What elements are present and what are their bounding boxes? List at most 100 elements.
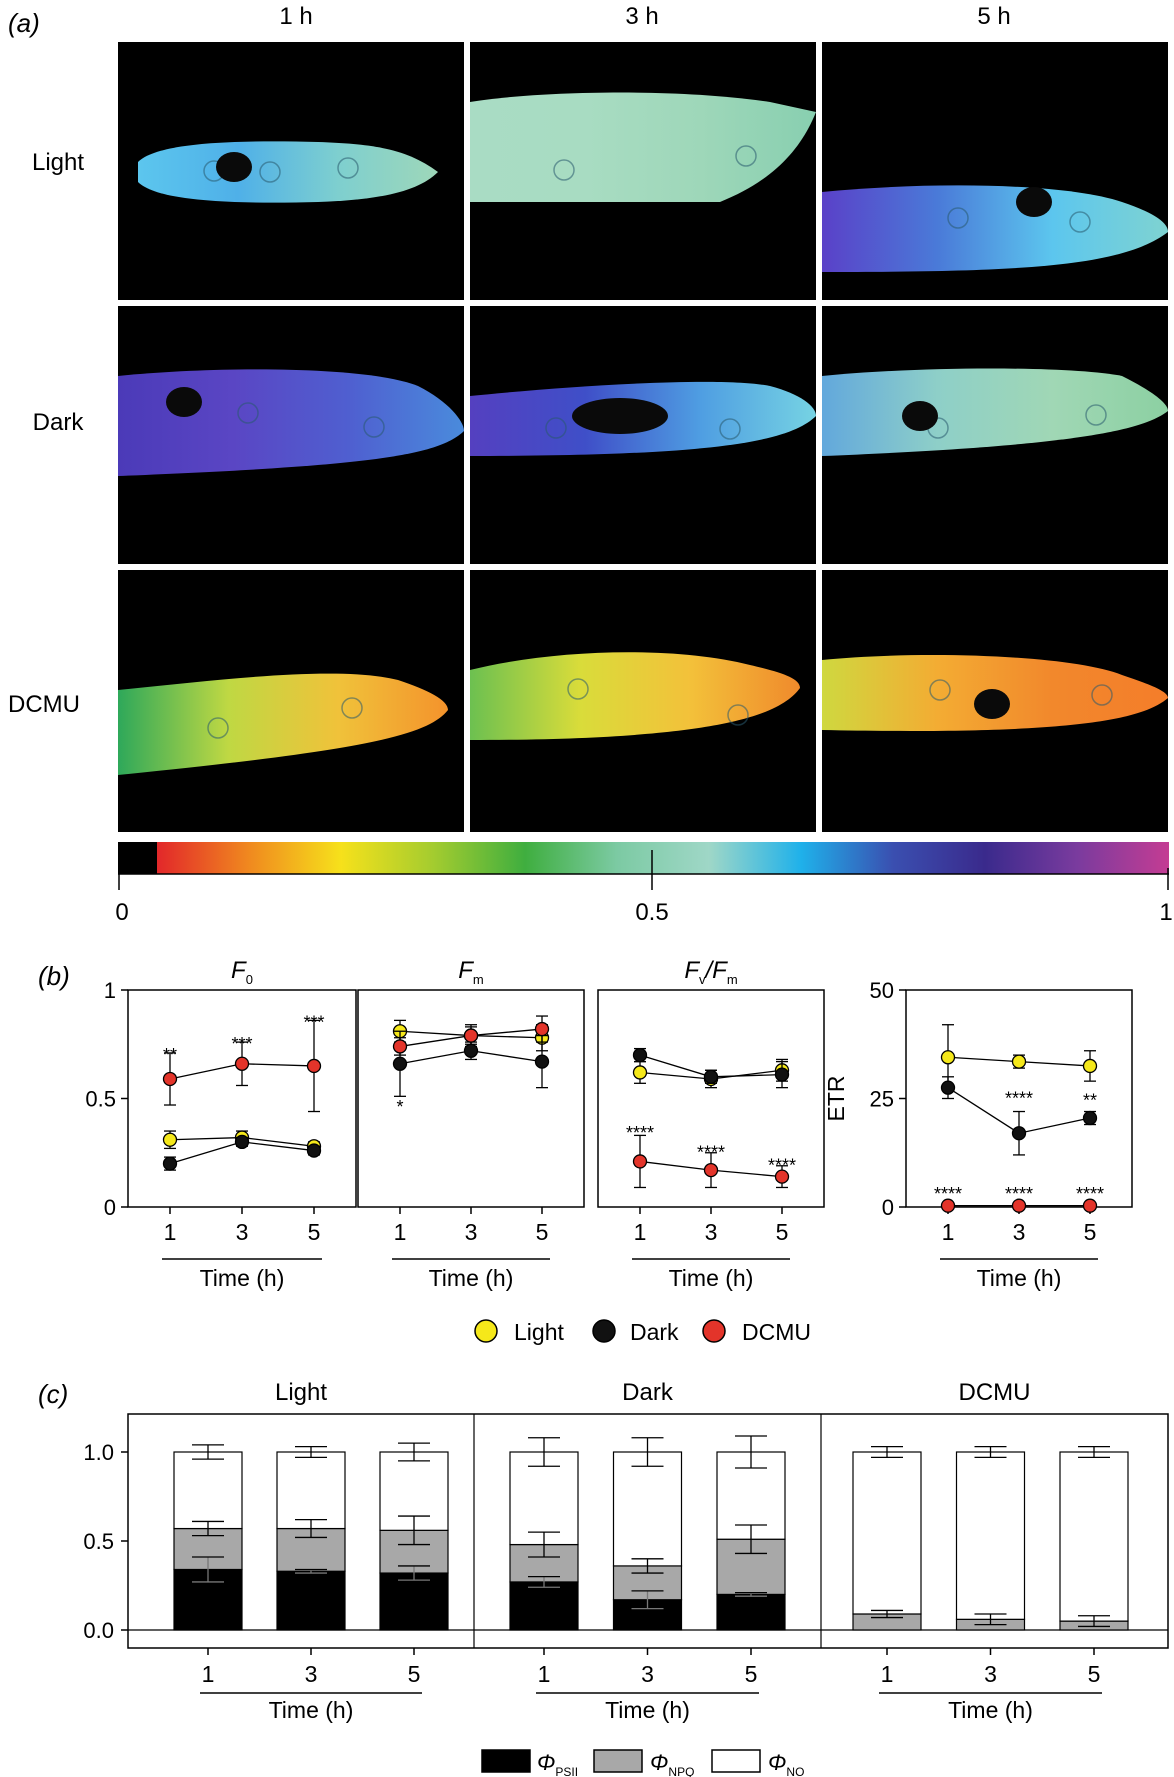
bar-segment-no (955, 1451, 1026, 1620)
significance-annotation: *** (303, 1012, 324, 1032)
series-dark (162, 1134, 322, 1171)
fluorescence-image-light-1h (118, 42, 464, 300)
tissue-shape (822, 185, 1168, 272)
roi-circle (947, 207, 969, 229)
x-tick-label: 1 (881, 1661, 894, 1687)
data-point (774, 1169, 790, 1184)
y-axis-label: ETR (823, 1076, 849, 1122)
data-point (1082, 1110, 1098, 1126)
column-header-1h: 1 h (279, 3, 312, 30)
significance-annotation: **** (768, 1156, 796, 1176)
significance-annotation: *** (231, 1034, 252, 1054)
data-point (1082, 1058, 1098, 1074)
y-tick-label: 1 (104, 978, 116, 1003)
bar-segment-no (852, 1451, 922, 1615)
colorbar: 0 0.5 1 (115, 842, 1173, 926)
fluorescence-image-dark-3h (470, 306, 816, 564)
y-tick-label: 0.5 (83, 1529, 114, 1554)
chart-title: Fm (458, 957, 484, 987)
group-title: Dark (622, 1379, 674, 1406)
roi-circle (719, 418, 741, 440)
data-point (632, 1154, 648, 1169)
significance-annotation: **** (697, 1143, 725, 1163)
bar-segment-no (612, 1451, 683, 1567)
data-point (774, 1067, 790, 1082)
line-chart-FvFm: 1 3 5 Time (h) Fv/Fm **** **** **** (597, 957, 825, 1291)
x-tick-label: 1 (202, 1661, 215, 1687)
significance-annotation: ** (163, 1045, 177, 1065)
data-point (1011, 1126, 1027, 1141)
y-tick-label: 1.0 (83, 1440, 114, 1465)
row-label-dark: Dark (33, 409, 85, 436)
row-label-dcmu: DCMU (8, 691, 80, 718)
fluorescence-image-dcmu-3h (470, 570, 816, 832)
legend-npq-label: ΦNPQ (650, 1750, 694, 1777)
row-label-light: Light (32, 149, 84, 176)
dark-spot (902, 401, 938, 431)
plot-frame (357, 989, 585, 1208)
panel-c-legend: ΦPSII ΦNPQ ΦNO (481, 1749, 804, 1777)
significance-annotation: **** (626, 1123, 654, 1143)
roi-circle (1091, 684, 1113, 706)
x-tick-label: 5 (1088, 1661, 1101, 1687)
data-point (534, 1021, 550, 1037)
fluorescence-image-dcmu-5h (822, 570, 1168, 832)
bar-segment-no (173, 1451, 243, 1530)
panel-c-chart: 0.0 0.5 1.0 Light 1 3 5 Time (h) Dark 1 3 5 Time (h)… (83, 1379, 1169, 1723)
legend-npq-swatch (593, 1749, 643, 1773)
roi-circle (567, 678, 589, 700)
group-title: Light (275, 1379, 327, 1406)
roi-circle (545, 417, 567, 439)
data-point (703, 1069, 719, 1084)
x-tick-label: 1 (538, 1661, 551, 1687)
title-sub: m (473, 972, 484, 987)
x-tick-label: 5 (308, 1219, 321, 1245)
data-point (234, 1134, 250, 1150)
series-dark (632, 1047, 790, 1089)
y-tick-label: 0.5 (85, 1087, 116, 1112)
data-point (632, 1065, 648, 1080)
dark-spot (216, 152, 252, 182)
bar-segment-npq (276, 1527, 346, 1572)
data-point (463, 1043, 479, 1058)
roi-circle (337, 157, 359, 179)
y-tick-label: 0 (882, 1195, 894, 1220)
fluorescence-image-light-3h (470, 42, 816, 300)
colorbar-tick-label-05: 0.5 (635, 899, 668, 926)
fluorescence-image-light-5h (822, 42, 1168, 300)
colorbar-tick-label-1: 1 (1159, 899, 1172, 926)
data-point (1082, 1198, 1098, 1213)
dark-spot (166, 387, 202, 417)
data-point (162, 1132, 178, 1147)
data-point (1011, 1198, 1027, 1213)
roi-circle (341, 697, 363, 719)
panel-b-label: (b) (38, 961, 70, 991)
dark-spot (974, 689, 1010, 719)
dark-spot (1016, 187, 1052, 217)
series-dark (940, 1076, 1098, 1156)
significance-annotation: ** (1083, 1091, 1097, 1111)
data-point (392, 1056, 408, 1071)
chart-title: F0 (231, 957, 253, 987)
x-axis-label: Time (h) (429, 1265, 514, 1291)
legend-dark-marker (592, 1319, 616, 1343)
title-main: F (458, 957, 474, 984)
tissue-shape (138, 141, 438, 203)
y-tick-label: 50 (870, 978, 894, 1003)
roi-circle (363, 416, 385, 438)
roi-circle (727, 704, 749, 726)
bar-group-light: Light 1 3 5 Time (h) (173, 1379, 449, 1723)
legend-no-swatch (711, 1749, 761, 1773)
significance-annotation: **** (1005, 1184, 1033, 1204)
x-tick-label: 3 (305, 1661, 318, 1687)
roi-circle (553, 159, 575, 181)
data-point (306, 1058, 322, 1074)
x-tick-label: 3 (465, 1219, 478, 1245)
panel-b-legend: Light Dark DCMU (474, 1319, 811, 1345)
data-point (703, 1162, 719, 1178)
series-dcmu (940, 1198, 1098, 1213)
y-tick-label: 0 (104, 1195, 116, 1220)
